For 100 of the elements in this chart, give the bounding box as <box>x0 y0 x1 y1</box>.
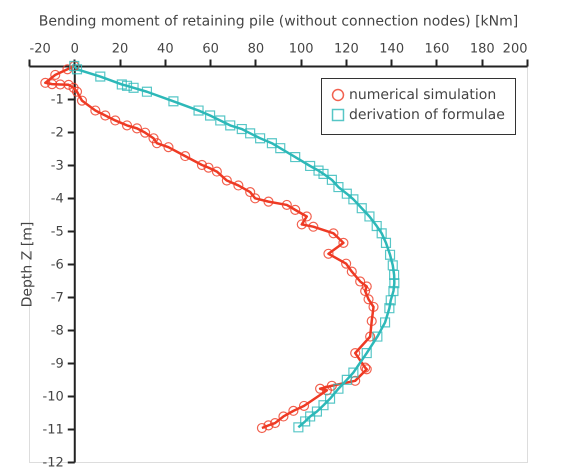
y-tick-label: -4 <box>50 192 64 206</box>
x-tick-label: 180 <box>470 42 495 56</box>
y-tick-label: -7 <box>50 290 64 306</box>
point <box>203 162 214 173</box>
point <box>290 204 300 215</box>
point <box>47 79 58 90</box>
point <box>290 152 300 162</box>
point <box>282 200 292 210</box>
point <box>255 133 266 144</box>
point <box>90 105 100 116</box>
point <box>326 380 337 391</box>
point <box>365 332 376 342</box>
y-tick-label: -11 <box>42 422 64 438</box>
x-tick-label: 200 <box>502 42 528 56</box>
point <box>312 406 322 417</box>
y-tick-label: -9 <box>50 356 64 372</box>
point <box>68 82 79 93</box>
point <box>305 160 316 172</box>
x-axis-title: Bending moment of retaining pile (without connection nodes) [kNm] <box>38 14 518 30</box>
x-tick-label: 120 <box>334 42 359 56</box>
point <box>386 295 396 306</box>
point <box>342 374 352 385</box>
point <box>62 64 73 74</box>
point <box>318 168 329 179</box>
y-tick-label: -12 <box>42 456 64 470</box>
x-tick-label: 80 <box>248 42 264 56</box>
point <box>215 115 226 126</box>
point <box>152 138 162 148</box>
point <box>64 80 74 90</box>
point <box>315 384 326 394</box>
point <box>389 278 400 288</box>
x-tick-label: 140 <box>379 42 404 56</box>
y-tick-label: -2 <box>50 126 64 140</box>
point <box>196 160 208 170</box>
point <box>142 86 152 97</box>
point <box>55 79 66 90</box>
x-tick-label: 20 <box>112 42 128 56</box>
point <box>376 228 387 238</box>
y-tick-label: -1 <box>50 92 64 108</box>
point <box>333 182 344 192</box>
point <box>128 82 139 93</box>
x-tick-label: 40 <box>157 42 174 56</box>
point <box>348 194 358 204</box>
point <box>193 105 204 116</box>
point <box>148 133 159 144</box>
point <box>324 394 336 404</box>
y-tick-label: -10 <box>42 390 64 404</box>
point <box>360 286 370 296</box>
point <box>364 211 375 222</box>
point <box>384 250 396 260</box>
point <box>236 124 247 134</box>
point <box>328 228 339 238</box>
point <box>302 211 312 222</box>
point <box>346 266 357 277</box>
y-tick-label: -3 <box>50 158 64 174</box>
point <box>350 376 360 386</box>
point <box>362 281 372 292</box>
point <box>122 80 132 91</box>
point <box>338 238 348 248</box>
point <box>250 193 260 204</box>
point <box>266 138 277 148</box>
x-tick-label: 160 <box>424 42 450 56</box>
point <box>388 260 398 270</box>
point <box>140 128 150 138</box>
point <box>293 422 304 432</box>
point <box>380 238 392 248</box>
point <box>110 115 120 126</box>
point <box>389 270 400 280</box>
point <box>95 71 106 82</box>
point <box>205 110 216 121</box>
point <box>388 286 399 296</box>
point <box>298 400 310 411</box>
point <box>323 248 334 259</box>
point <box>72 86 82 97</box>
point <box>372 220 382 232</box>
point <box>380 317 390 328</box>
point <box>348 368 358 378</box>
point <box>270 418 280 428</box>
y-tick-label: -5 <box>50 224 64 240</box>
point <box>296 219 307 230</box>
point <box>212 166 222 177</box>
x-tick-label: 60 <box>202 42 219 56</box>
point <box>318 400 329 410</box>
point <box>233 180 244 191</box>
point <box>168 96 178 106</box>
point <box>341 258 352 269</box>
point <box>313 166 324 176</box>
point <box>132 123 142 134</box>
x-tick-label: -20 <box>30 42 51 56</box>
point <box>350 348 360 358</box>
x-tick-label: 100 <box>288 42 314 56</box>
point <box>322 385 332 396</box>
point <box>305 411 316 422</box>
point <box>363 294 374 304</box>
point <box>180 151 190 162</box>
point <box>72 64 82 74</box>
point <box>122 120 132 130</box>
y-tick-label: -6 <box>50 258 64 272</box>
point <box>263 420 274 430</box>
point <box>366 316 377 326</box>
